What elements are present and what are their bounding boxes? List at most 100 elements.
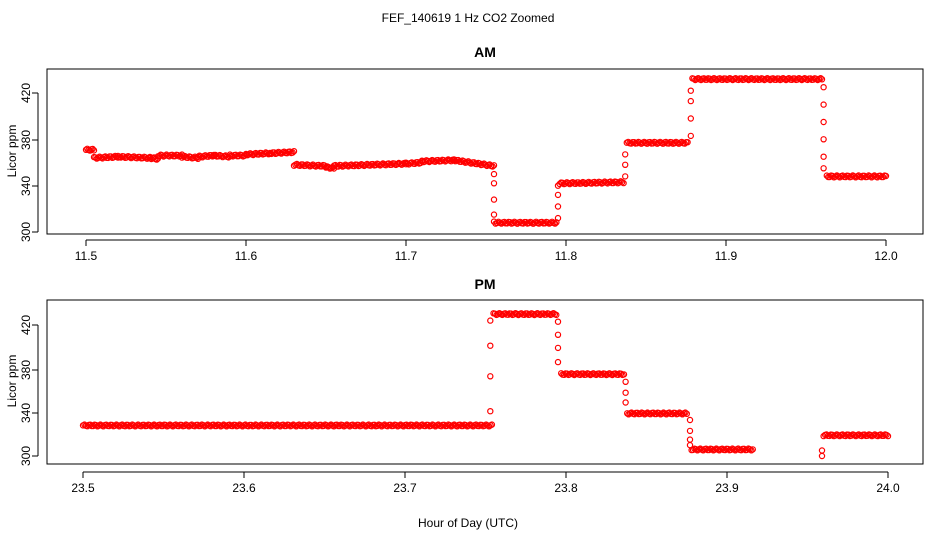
data-point: [689, 446, 697, 454]
data-point: [848, 173, 855, 180]
data-point: [142, 154, 149, 161]
data-point: [528, 219, 536, 226]
x-tick-label: 23.5: [71, 481, 95, 495]
x-tick-label: 23.9: [715, 481, 739, 495]
data-point: [175, 422, 182, 430]
data-point: [818, 76, 826, 83]
y-tick-label: 340: [19, 403, 33, 423]
plot-frame-am: [46, 68, 924, 235]
data-point: [487, 342, 494, 349]
data-point: [703, 76, 711, 83]
data-point: [120, 153, 128, 160]
data-point: [506, 218, 514, 226]
data-point: [820, 136, 827, 143]
data-point: [462, 421, 469, 429]
data-point: [829, 431, 836, 438]
data-point: [490, 218, 498, 225]
data-point: [601, 370, 609, 377]
data-point: [554, 318, 562, 325]
data-point: [459, 422, 467, 430]
data-point: [817, 74, 824, 82]
data-point: [232, 421, 239, 429]
data-point: [882, 172, 890, 180]
data-point: [218, 152, 225, 160]
data-point: [162, 421, 169, 429]
data-point: [216, 421, 223, 429]
data-point: [637, 410, 644, 418]
data-point: [105, 422, 113, 430]
data-point: [791, 75, 798, 82]
data-point: [529, 310, 537, 318]
data-point: [491, 310, 499, 317]
data-point: [554, 182, 562, 189]
data-point: [684, 138, 691, 146]
data-point: [356, 162, 364, 169]
data-point: [610, 179, 617, 187]
data-point: [388, 161, 395, 168]
x-tick-label: 11.8: [555, 249, 578, 263]
data-point: [127, 422, 135, 429]
data-point: [820, 118, 827, 126]
data-point: [551, 220, 559, 227]
data-point: [725, 76, 732, 83]
data-point: [181, 422, 188, 429]
data-point: [123, 154, 130, 161]
data-point: [390, 422, 397, 430]
data-point: [740, 445, 748, 452]
data-point: [622, 389, 629, 396]
data-point: [794, 76, 801, 83]
data-point: [282, 422, 290, 430]
data-point: [200, 422, 207, 429]
y-tick-label: 420: [19, 315, 33, 335]
data-point: [556, 180, 563, 188]
plot-frame-pm: [46, 299, 924, 465]
data-point: [490, 170, 498, 178]
y-tick-label: 300: [19, 446, 33, 466]
data-point: [490, 162, 498, 169]
data-point: [215, 153, 222, 160]
data-point: [385, 160, 392, 167]
data-point: [247, 421, 255, 429]
data-point: [541, 220, 549, 227]
data-point: [622, 151, 629, 158]
data-point: [665, 140, 673, 147]
data-point: [741, 76, 748, 83]
data-point: [640, 410, 647, 417]
data-point: [146, 421, 153, 429]
y-tick-label: 380: [19, 130, 33, 150]
panel-title-am: AM: [474, 44, 496, 60]
data-point: [559, 179, 566, 186]
data-point: [440, 156, 447, 164]
data-point: [523, 310, 531, 317]
panel-title-pm: PM: [475, 276, 496, 292]
points-am: [82, 74, 890, 227]
data-point: [178, 421, 185, 429]
data-point: [440, 421, 448, 428]
data-point: [108, 421, 116, 429]
data-point: [598, 371, 606, 378]
data-point: [775, 75, 783, 82]
data-point: [669, 410, 676, 418]
data-point: [302, 162, 309, 169]
y-tick-label: 300: [19, 222, 33, 242]
data-point: [229, 422, 236, 430]
data-point: [476, 160, 483, 167]
data-point: [749, 446, 757, 453]
data-point: [250, 422, 258, 429]
data-point: [861, 431, 868, 438]
panel-pm: PM Licor ppm 23.5 23.6 23.7 23.8 23.9 24.0 300…: [5, 276, 924, 495]
points-pm: [79, 310, 892, 460]
data-point: [542, 311, 550, 318]
data-point: [286, 148, 293, 155]
data-point: [89, 145, 96, 153]
data-point: [633, 140, 641, 147]
data-point: [554, 191, 562, 199]
data-point: [235, 152, 242, 160]
data-point: [505, 311, 512, 318]
data-point: [597, 179, 604, 186]
data-point: [139, 154, 146, 162]
data-point: [487, 373, 494, 380]
data-point: [289, 149, 296, 156]
data-point: [475, 422, 483, 430]
